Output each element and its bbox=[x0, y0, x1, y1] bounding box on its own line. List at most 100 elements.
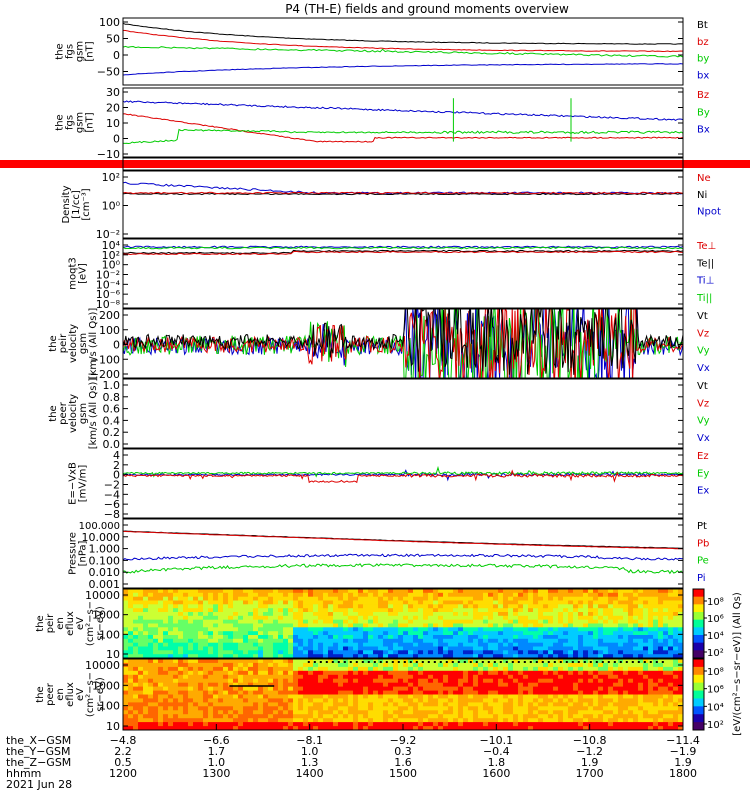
spectrogram-cell bbox=[163, 722, 169, 727]
spectrogram-cell bbox=[148, 623, 154, 628]
spectrogram-cell bbox=[278, 674, 284, 680]
spectrogram-cell bbox=[623, 694, 629, 699]
spectrogram-cell bbox=[298, 635, 304, 640]
spectrogram-cell bbox=[243, 690, 249, 696]
spectrogram-cell bbox=[528, 592, 534, 598]
spectrogram-cell bbox=[423, 694, 429, 699]
spectrogram-cell bbox=[393, 592, 399, 598]
spectrogram-cell bbox=[393, 604, 399, 609]
spectrogram-cell bbox=[498, 714, 504, 719]
spectrogram-cell bbox=[363, 666, 369, 672]
spectrogram-cell bbox=[438, 714, 444, 719]
spectrogram-cell bbox=[548, 650, 554, 655]
spectrogram-cell bbox=[488, 690, 494, 696]
spectrogram-cell bbox=[668, 627, 674, 632]
spectrogram-cell bbox=[303, 608, 309, 613]
spectrogram-cell bbox=[288, 619, 294, 625]
spectrogram-cell bbox=[408, 608, 414, 613]
spectrogram-cell bbox=[358, 706, 364, 711]
spectrogram-cell bbox=[673, 706, 679, 711]
spectrogram-cell bbox=[613, 706, 619, 711]
spectrogram-cell bbox=[153, 612, 159, 617]
spectrogram-cell bbox=[638, 600, 644, 605]
spectrogram-cell bbox=[373, 608, 379, 613]
spectrogram-cell bbox=[483, 722, 489, 727]
spectrogram-cell bbox=[468, 694, 474, 699]
spectrogram-cell bbox=[393, 662, 399, 668]
spectrogram-cell bbox=[273, 710, 279, 715]
spectrogram-cell bbox=[463, 678, 469, 684]
spectrogram-cell bbox=[523, 589, 529, 594]
spectrogram-cell bbox=[248, 596, 254, 602]
legend-entry-black: Bt bbox=[697, 20, 708, 31]
spectrogram-cell bbox=[563, 678, 569, 684]
spectrogram-cell bbox=[553, 662, 559, 668]
spectrogram-cell bbox=[243, 694, 249, 699]
spectrogram-cell bbox=[393, 694, 399, 699]
spectrogram-cell bbox=[173, 670, 179, 676]
spectrogram-cell bbox=[298, 678, 304, 684]
spectrogram-cell bbox=[633, 678, 639, 684]
spectrogram-cell bbox=[253, 686, 259, 692]
spectrogram-cell bbox=[243, 682, 249, 688]
spectrogram-cell bbox=[573, 635, 579, 640]
spectrogram-cell bbox=[288, 666, 294, 672]
spectrogram-cell bbox=[153, 604, 159, 609]
spectrogram-cell bbox=[308, 615, 314, 621]
spectrogram-cell bbox=[308, 589, 314, 594]
spectrogram-cell bbox=[353, 646, 359, 651]
spectrogram-cell bbox=[308, 690, 314, 696]
spectrogram-cell bbox=[148, 650, 154, 655]
spectrogram-cell bbox=[393, 718, 399, 723]
spectrogram-cell bbox=[658, 718, 664, 723]
spectrogram-cell bbox=[303, 592, 309, 598]
spectrogram-cell bbox=[323, 596, 329, 602]
spectrogram-cell bbox=[603, 646, 609, 651]
spectrogram-cell bbox=[198, 642, 204, 648]
spectrogram-cell bbox=[363, 710, 369, 715]
spectrogram-cell bbox=[668, 608, 674, 613]
spectrogram-cell bbox=[588, 718, 594, 723]
spectrogram-cell bbox=[188, 646, 194, 651]
spectrogram-cell bbox=[123, 646, 129, 651]
spectrogram-cell bbox=[563, 638, 569, 644]
spectrogram-cell bbox=[258, 596, 264, 602]
spectrogram-cell bbox=[128, 694, 134, 699]
spectrogram-cell bbox=[148, 654, 154, 658]
spectrogram-cell bbox=[163, 678, 169, 684]
spectrogram-cell bbox=[278, 650, 284, 655]
spectrogram-cell bbox=[158, 678, 164, 684]
spectrogram-cell bbox=[273, 608, 279, 613]
spectrogram-cell bbox=[158, 589, 164, 594]
spectrogram-cell bbox=[478, 638, 484, 644]
spectrogram-cell bbox=[323, 642, 329, 648]
x-tick-label-y: −1.9 bbox=[670, 745, 697, 758]
spectrogram-cell bbox=[548, 592, 554, 598]
spectrogram-cell bbox=[663, 615, 669, 621]
spectrogram-cell bbox=[163, 690, 169, 696]
spectrogram-cell bbox=[638, 722, 644, 727]
spectrogram-cell bbox=[228, 612, 234, 617]
spectrogram-cell bbox=[348, 596, 354, 602]
spectrogram-cell bbox=[303, 698, 309, 703]
spectrogram-cell bbox=[583, 726, 589, 730]
spectrogram-cell bbox=[623, 690, 629, 696]
spectrogram-cell bbox=[358, 646, 364, 651]
legend-entry-blue: Ex bbox=[697, 486, 709, 497]
spectrogram-cell bbox=[608, 619, 614, 625]
spectrogram-cell bbox=[668, 642, 674, 648]
spectrogram-cell bbox=[528, 631, 534, 636]
spectrogram-cell bbox=[473, 682, 479, 688]
spectrogram-cell bbox=[358, 690, 364, 696]
spectrogram-cell bbox=[313, 604, 319, 609]
spectrogram-cell bbox=[553, 638, 559, 644]
spectrogram-cell bbox=[278, 623, 284, 628]
spectrogram-cell bbox=[158, 638, 164, 644]
spectrogram-cell bbox=[408, 690, 414, 696]
x-tick-label-x: −9.2 bbox=[390, 734, 417, 747]
spectrogram-cell bbox=[388, 686, 394, 692]
spectrogram-cell bbox=[493, 690, 499, 696]
spectrogram-cell bbox=[588, 686, 594, 692]
spectrogram-cell bbox=[238, 623, 244, 628]
spectrogram-cell bbox=[523, 678, 529, 684]
